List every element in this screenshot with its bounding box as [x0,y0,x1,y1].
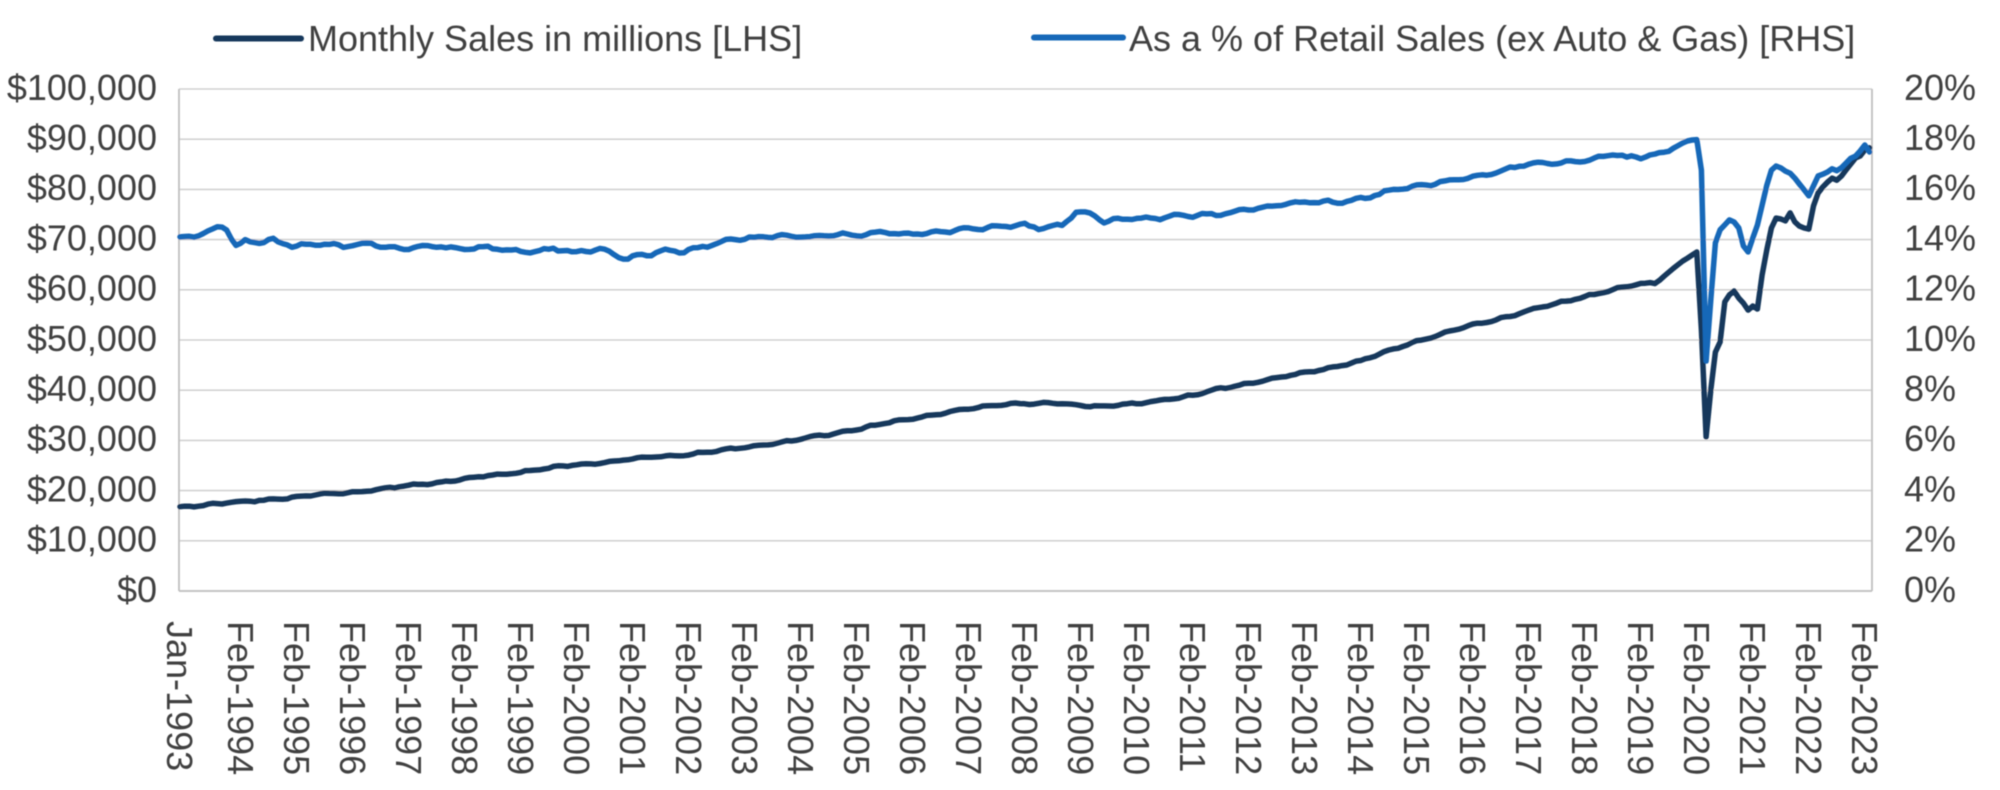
svg-text:Feb-1998: Feb-1998 [444,621,485,775]
svg-text:Feb-2017: Feb-2017 [1508,621,1549,775]
svg-text:Feb-2019: Feb-2019 [1620,621,1661,775]
svg-text:Monthly Sales in millions [LHS: Monthly Sales in millions [LHS] [308,18,802,59]
svg-text:Feb-2005: Feb-2005 [836,621,877,775]
svg-text:$90,000: $90,000 [27,117,157,158]
svg-text:Feb-2021: Feb-2021 [1732,621,1773,775]
svg-text:Feb-2003: Feb-2003 [724,621,765,775]
svg-text:10%: 10% [1904,318,1976,359]
svg-text:12%: 12% [1904,268,1976,309]
svg-text:$70,000: $70,000 [27,217,157,258]
svg-text:Feb-1994: Feb-1994 [220,621,261,775]
svg-text:Jan-1993: Jan-1993 [159,621,200,771]
svg-text:4%: 4% [1904,468,1956,509]
svg-text:14%: 14% [1904,217,1976,258]
svg-text:Feb-2011: Feb-2011 [1172,621,1213,772]
svg-text:Feb-2001: Feb-2001 [612,621,653,775]
svg-text:Feb-1996: Feb-1996 [332,621,373,775]
svg-text:Feb-2020: Feb-2020 [1676,621,1717,775]
svg-text:Feb-2010: Feb-2010 [1116,621,1157,775]
svg-text:18%: 18% [1904,117,1976,158]
svg-text:Feb-2012: Feb-2012 [1228,621,1269,775]
svg-text:Feb-1997: Feb-1997 [388,621,429,775]
svg-text:$30,000: $30,000 [27,418,157,459]
svg-text:Feb-2008: Feb-2008 [1004,621,1045,775]
svg-text:Feb-2002: Feb-2002 [668,621,709,775]
svg-text:$40,000: $40,000 [27,368,157,409]
svg-text:$80,000: $80,000 [27,167,157,208]
svg-text:0%: 0% [1904,569,1956,610]
svg-text:Feb-2022: Feb-2022 [1788,621,1829,775]
svg-text:Feb-1995: Feb-1995 [276,621,317,775]
svg-text:$50,000: $50,000 [27,318,157,359]
svg-text:Feb-2009: Feb-2009 [1060,621,1101,775]
svg-text:16%: 16% [1904,167,1976,208]
svg-text:Feb-2015: Feb-2015 [1396,621,1437,775]
svg-text:$20,000: $20,000 [27,468,157,509]
svg-text:Feb-1999: Feb-1999 [500,621,541,775]
svg-text:Feb-2004: Feb-2004 [780,621,821,775]
svg-text:Feb-2006: Feb-2006 [892,621,933,775]
svg-text:$0: $0 [117,569,157,610]
svg-text:Feb-2023: Feb-2023 [1844,621,1885,775]
svg-text:8%: 8% [1904,368,1956,409]
svg-text:Feb-2007: Feb-2007 [948,621,989,775]
svg-text:$60,000: $60,000 [27,268,157,309]
svg-text:Feb-2016: Feb-2016 [1452,621,1493,775]
svg-text:Feb-2018: Feb-2018 [1564,621,1605,775]
svg-text:As a % of Retail Sales (ex Aut: As a % of Retail Sales (ex Auto & Gas) [… [1129,18,1855,59]
svg-text:$100,000: $100,000 [7,67,157,108]
svg-text:20%: 20% [1904,67,1976,108]
svg-text:Feb-2000: Feb-2000 [556,621,597,775]
svg-text:Feb-2013: Feb-2013 [1284,621,1325,775]
svg-text:2%: 2% [1904,519,1956,560]
svg-text:$10,000: $10,000 [27,519,157,560]
svg-text:6%: 6% [1904,418,1956,459]
svg-text:Feb-2014: Feb-2014 [1340,621,1381,775]
